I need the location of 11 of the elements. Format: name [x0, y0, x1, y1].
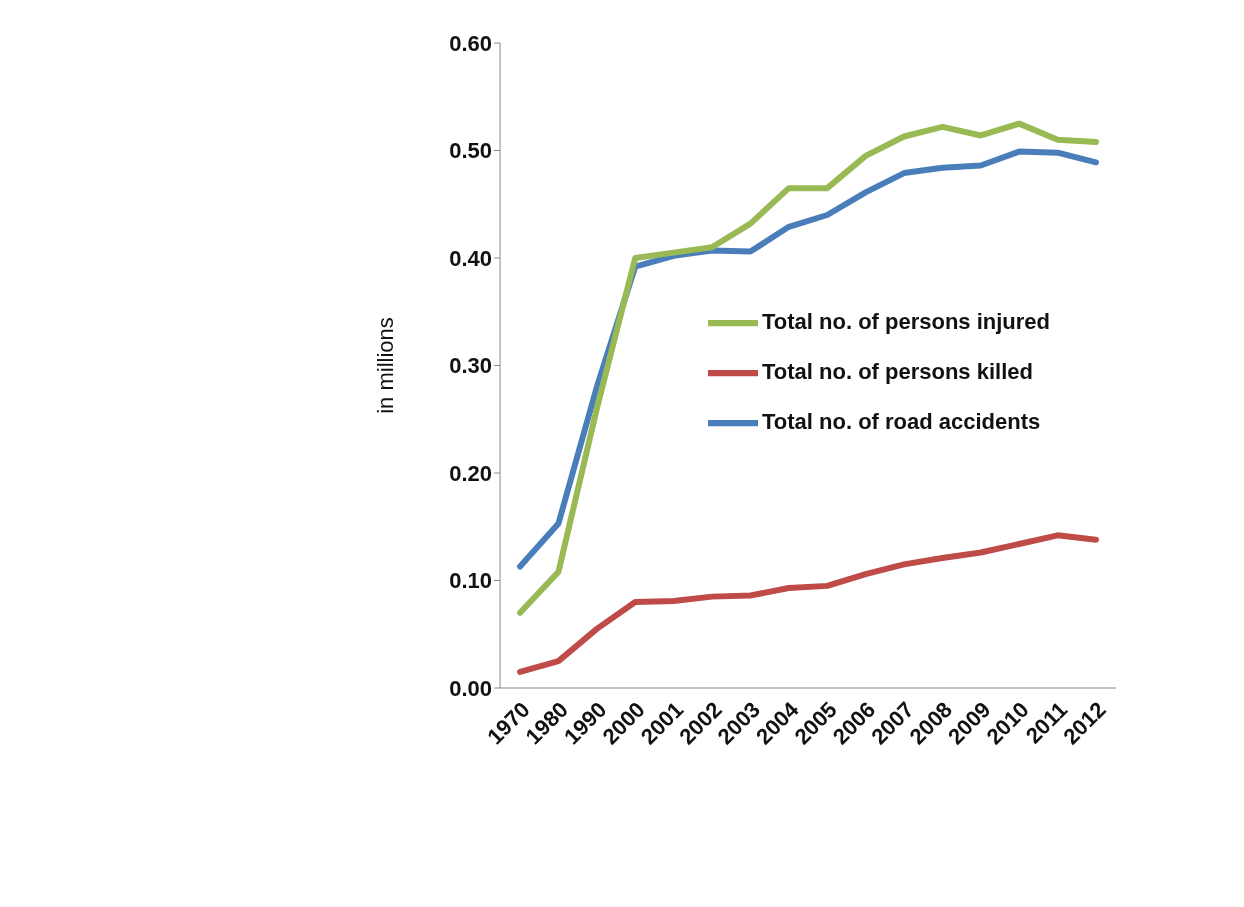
- y-tick-label: 0.50: [449, 138, 493, 164]
- y-tick-label: 0.10: [449, 568, 493, 594]
- y-tick-label: 0.00: [449, 675, 493, 701]
- y-tick-label: 0.30: [449, 353, 493, 379]
- y-axis-title: in millions: [372, 317, 398, 414]
- legend-label: Total no. of road accidents: [762, 408, 1041, 434]
- legend-label: Total no. of persons killed: [762, 358, 1033, 384]
- legend-label: Total no. of persons injured: [762, 308, 1051, 334]
- y-tick-label: 0.20: [449, 460, 493, 486]
- y-tick-label: 0.60: [449, 30, 493, 56]
- y-tick-label: 0.40: [449, 245, 493, 271]
